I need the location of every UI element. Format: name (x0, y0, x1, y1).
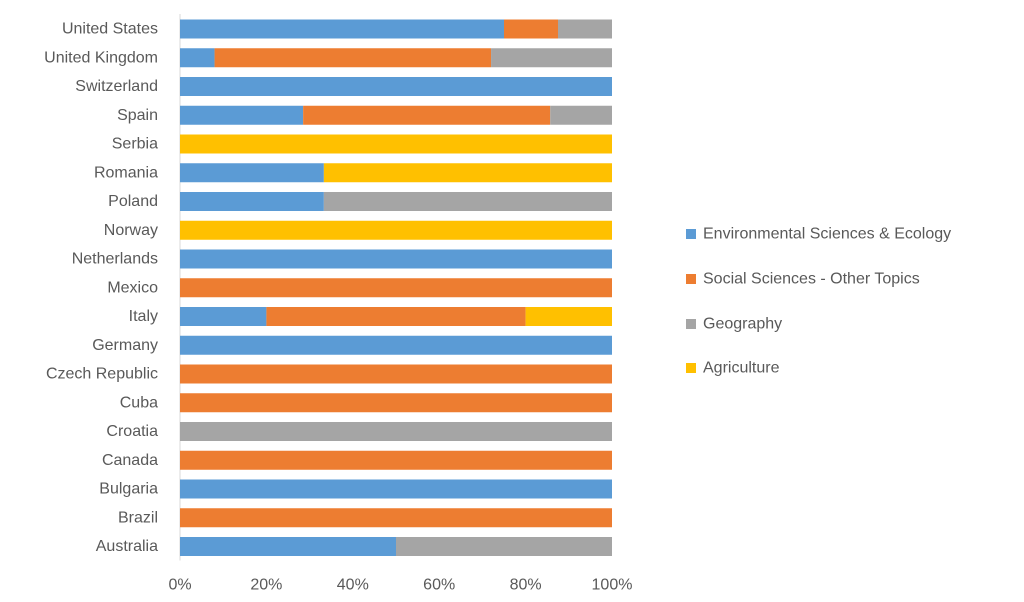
category-label: Czech Republic (46, 366, 158, 383)
bar-segment (266, 307, 526, 326)
legend: Environmental Sciences & Ecology Social S… (686, 226, 951, 377)
bar-segment (180, 307, 267, 326)
category-label: Spain (117, 107, 158, 124)
category-label: Bulgaria (99, 481, 158, 498)
legend-label: Environmental Sciences & Ecology (703, 226, 951, 243)
legend-swatch (686, 274, 696, 284)
bar-segment (180, 422, 612, 441)
legend-label: Agriculture (703, 360, 780, 377)
bar-segment (180, 48, 215, 68)
bar-segment (303, 105, 551, 125)
bar-segment (550, 105, 612, 125)
legend-label: Geography (703, 316, 782, 333)
bar-segment (180, 220, 612, 240)
bar-segment (180, 450, 612, 470)
x-tick-label: 60% (423, 577, 455, 594)
bar-segment (180, 508, 612, 528)
bar-segment (180, 163, 324, 183)
x-tick-label: 0% (168, 577, 191, 594)
bar-segment (525, 307, 612, 326)
legend-swatch (686, 363, 696, 373)
category-label: Switzerland (75, 78, 158, 95)
bar-segment (180, 479, 612, 499)
bar-segment (180, 249, 612, 269)
category-label: United Kingdom (44, 49, 158, 66)
bar-segment (180, 77, 612, 96)
bar-segment (180, 335, 612, 355)
bar-segment (180, 393, 612, 413)
bar-segment (180, 278, 612, 298)
category-label: Canada (102, 452, 158, 469)
category-label: Romania (94, 164, 158, 181)
bar-segment (180, 537, 396, 556)
category-label: Serbia (112, 136, 158, 153)
category-label: Croatia (106, 423, 158, 440)
category-labels: United States United Kingdom Switzerland Sp… (44, 21, 158, 556)
legend-swatch (686, 319, 696, 329)
category-label: Germany (92, 337, 158, 354)
legend-label: Social Sciences - Other Topics (703, 271, 920, 288)
bar-segment (214, 48, 492, 68)
category-label: Norway (104, 222, 158, 239)
category-label: Australia (96, 538, 158, 555)
category-label: Netherlands (72, 251, 158, 268)
bars (180, 19, 612, 556)
category-label: Brazil (118, 509, 158, 526)
category-label: Poland (108, 193, 158, 210)
bar-segment (180, 105, 304, 125)
legend-swatch (686, 229, 696, 239)
category-label: United States (62, 21, 158, 38)
bar-segment (180, 19, 504, 39)
bar-segment (323, 192, 612, 211)
bar-segment (396, 537, 612, 556)
category-label: Italy (129, 308, 158, 325)
x-tick-label: 40% (337, 577, 369, 594)
bar-segment (558, 19, 612, 39)
x-tick-label: 100% (592, 577, 633, 594)
x-tick-label: 20% (250, 577, 282, 594)
bar-segment (180, 364, 612, 384)
category-label: Cuba (120, 394, 158, 411)
x-tick-labels: 0% 20% 40% 60% 80% 100% (168, 577, 632, 594)
category-label: Mexico (107, 279, 158, 296)
bar-segment (180, 192, 324, 211)
x-tick-label: 80% (510, 577, 542, 594)
bar-segment (180, 134, 612, 154)
bar-segment (504, 19, 558, 39)
bar-segment (323, 163, 612, 183)
bar-segment (491, 48, 612, 68)
